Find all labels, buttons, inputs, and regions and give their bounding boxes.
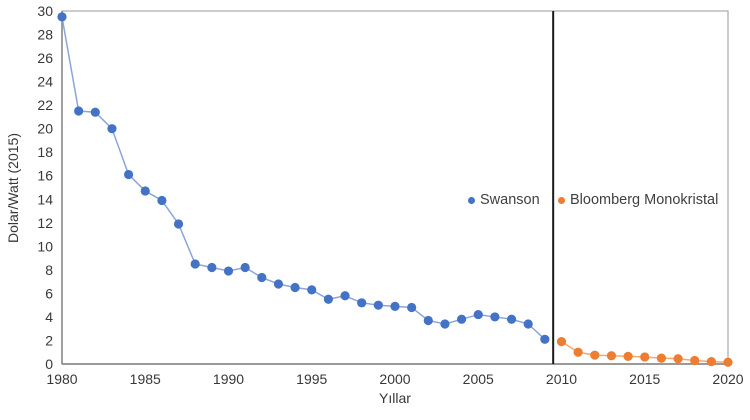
series-line-0 — [61, 16, 546, 340]
y-axis-title: Dolar/Watt (2015) — [5, 133, 21, 243]
y-tick-label: 16 — [37, 168, 53, 184]
data-point-series-0 — [190, 259, 200, 269]
plot-border — [61, 10, 729, 365]
data-point-series-0 — [307, 285, 317, 295]
data-point-series-0 — [473, 309, 483, 320]
data-point-series-0 — [523, 319, 533, 329]
y-tick-label: 4 — [45, 309, 53, 325]
y-tick-label: 20 — [37, 121, 53, 137]
data-point-series-1 — [573, 347, 583, 357]
data-point-series-1 — [640, 352, 650, 362]
y-tick-label: 28 — [37, 27, 53, 43]
y-tick-label: 6 — [45, 285, 53, 301]
data-point-series-0 — [540, 334, 550, 344]
x-tick-label: 1985 — [130, 371, 161, 387]
data-point-series-0 — [390, 301, 400, 311]
data-point-series-0 — [240, 262, 250, 273]
legend-label-swanson: Swanson — [480, 192, 540, 208]
legend-item-swanson: Swanson — [468, 192, 540, 208]
data-point-series-1 — [623, 351, 633, 361]
data-point-series-1 — [723, 357, 733, 367]
data-point-series-0 — [257, 272, 267, 283]
data-point-series-0 — [323, 294, 333, 304]
data-point-series-0 — [373, 300, 383, 310]
x-tick-label: 2015 — [629, 371, 660, 387]
data-point-series-0 — [357, 298, 367, 308]
data-point-series-0 — [457, 314, 467, 324]
data-point-series-0 — [440, 319, 450, 329]
y-tick-label: 2 — [45, 332, 53, 348]
data-point-series-0 — [107, 124, 117, 134]
data-point-series-0 — [223, 266, 234, 276]
y-tick-label: 22 — [37, 97, 53, 113]
y-tick-label: 12 — [37, 215, 53, 231]
data-point-series-0 — [173, 219, 184, 229]
data-point-series-1 — [606, 351, 617, 361]
data-point-series-0 — [90, 107, 100, 117]
y-tick-label: 26 — [37, 50, 53, 66]
data-point-series-1 — [590, 350, 600, 360]
x-tick-label: 1990 — [213, 371, 244, 387]
legend-dot-bloomberg — [558, 196, 565, 204]
x-axis-title: Yıllar — [379, 390, 411, 406]
y-tick-label: 14 — [37, 191, 53, 207]
y-tick-label: 18 — [37, 144, 53, 160]
data-point-series-1 — [706, 357, 716, 367]
data-point-series-0 — [273, 279, 284, 289]
x-tick-label: 2010 — [546, 371, 577, 387]
y-tick-label: 30 — [37, 3, 53, 19]
data-point-series-0 — [340, 291, 350, 301]
data-point-series-1 — [656, 353, 667, 363]
data-point-series-0 — [506, 314, 517, 324]
data-point-series-1 — [556, 337, 567, 347]
data-point-series-0 — [124, 169, 134, 180]
x-tick-label: 2020 — [712, 371, 743, 387]
data-point-series-0 — [140, 186, 150, 196]
data-point-series-0 — [57, 12, 67, 22]
y-tick-label: 10 — [37, 238, 53, 254]
legend-dot-swanson — [468, 196, 475, 204]
legend-item-bloomberg: Bloomberg Monokristal — [558, 192, 718, 208]
x-tick-label: 1980 — [46, 371, 77, 387]
data-point-series-0 — [207, 262, 217, 273]
data-point-series-1 — [690, 355, 700, 366]
x-tick-label: 1995 — [296, 371, 327, 387]
x-tick-label: 2000 — [379, 371, 410, 387]
data-point-series-0 — [290, 282, 300, 293]
x-tick-label: 2005 — [463, 371, 494, 387]
data-point-series-1 — [673, 354, 683, 364]
data-point-series-0 — [407, 302, 417, 313]
legend-label-bloomberg: Bloomberg Monokristal — [570, 192, 719, 208]
data-point-series-0 — [74, 106, 84, 116]
data-point-series-0 — [423, 315, 433, 326]
data-point-series-0 — [157, 195, 167, 206]
y-tick-label: 24 — [37, 74, 53, 90]
data-point-series-0 — [490, 312, 500, 322]
y-tick-label: 0 — [45, 356, 53, 372]
y-tick-label: 8 — [45, 262, 53, 278]
